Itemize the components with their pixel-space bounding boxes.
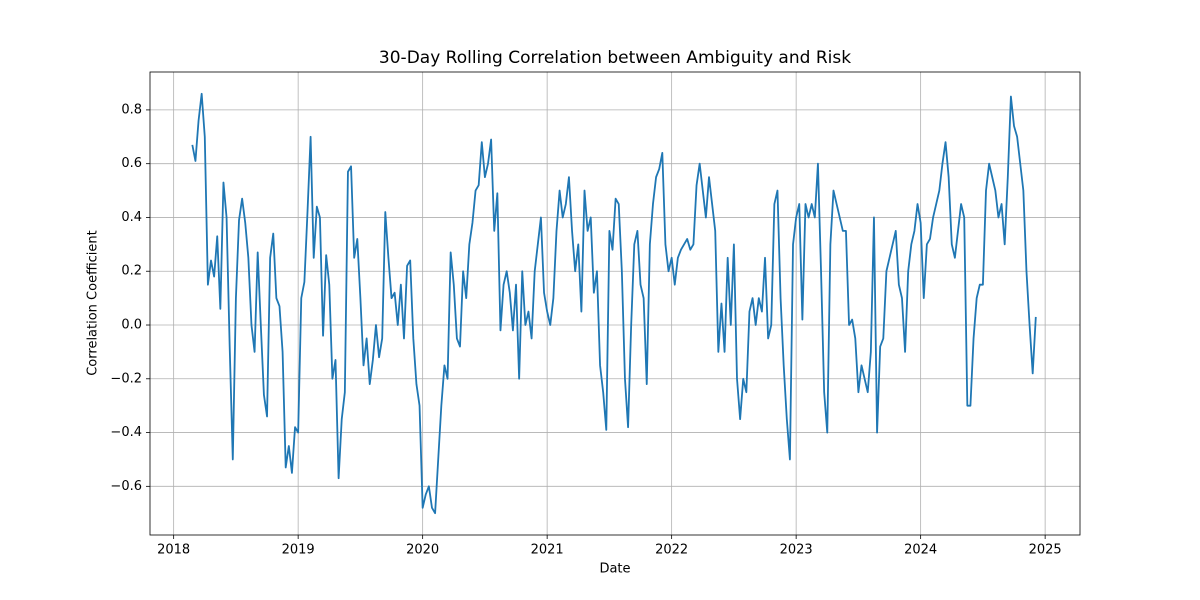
y-tick-label: −0.2	[110, 371, 142, 386]
y-tick-label: −0.4	[110, 425, 142, 440]
x-tick-label: 2020	[406, 543, 439, 558]
y-axis-label: Correlation Coefficient	[86, 230, 101, 376]
x-tick-label: 2022	[655, 543, 688, 558]
chart-title: 30-Day Rolling Correlation between Ambig…	[379, 48, 851, 68]
y-tick-label: 0.4	[121, 210, 142, 225]
y-tick-label: 0.0	[121, 318, 142, 333]
x-tick-label: 2023	[780, 543, 813, 558]
x-tick-label: 2019	[282, 543, 315, 558]
x-tick-label: 2021	[531, 543, 564, 558]
y-tick-label: 0.2	[121, 264, 142, 279]
y-tick-label: 0.6	[121, 156, 142, 171]
y-tick-label: −0.6	[110, 479, 142, 494]
plot-frame	[149, 71, 1081, 536]
line-series	[191, 92, 1037, 515]
x-tick-label: 2018	[157, 543, 190, 558]
x-tick-label: 2024	[904, 543, 937, 558]
x-axis-label: Date	[599, 562, 630, 577]
y-tick-label: 0.8	[121, 102, 142, 117]
x-tick-label: 2025	[1029, 543, 1062, 558]
